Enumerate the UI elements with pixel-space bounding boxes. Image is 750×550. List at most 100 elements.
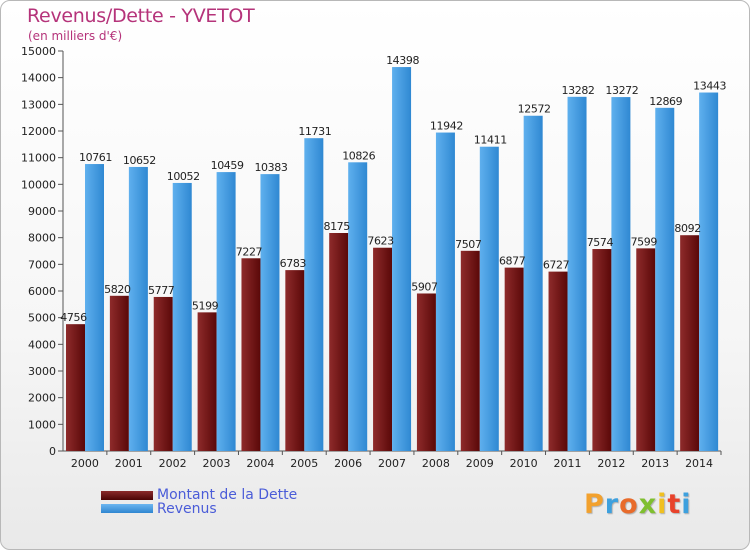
data-label-revenue: 14398 — [386, 54, 419, 67]
data-label-debt: 5777 — [148, 284, 175, 297]
data-label-revenue: 12869 — [649, 95, 682, 108]
data-label-debt: 5820 — [104, 283, 131, 296]
logo-letter: x — [638, 489, 658, 520]
data-label-debt: 7574 — [587, 236, 614, 249]
data-label-revenue: 11731 — [298, 125, 331, 138]
logo-letter: r — [604, 489, 620, 520]
logo-letter: i — [681, 489, 692, 520]
bar-debt — [109, 295, 129, 451]
bar-revenue — [392, 67, 412, 451]
x-tick-label: 2004 — [246, 457, 274, 470]
x-tick-label: 2011 — [553, 457, 581, 470]
proxiti-logo: Proxiti — [584, 489, 692, 520]
data-label-revenue: 13272 — [605, 84, 638, 97]
data-label-revenue: 10383 — [254, 161, 287, 174]
data-label-debt: 4756 — [60, 311, 87, 324]
x-tick-label: 2009 — [466, 457, 494, 470]
data-label-revenue: 13282 — [562, 84, 595, 97]
logo-letter: P — [584, 489, 605, 520]
bar-debt — [548, 271, 568, 451]
x-tick-label: 2002 — [159, 457, 187, 470]
x-tick-label: 2006 — [334, 457, 362, 470]
data-label-debt: 5199 — [192, 299, 219, 312]
bar-revenue — [655, 107, 675, 452]
x-tick-label: 2012 — [597, 457, 625, 470]
bar-revenue — [216, 172, 236, 452]
bar-debt — [329, 233, 349, 451]
bar-debt — [241, 258, 261, 451]
logo-letter: i — [657, 489, 668, 520]
bar-revenue — [567, 96, 587, 452]
x-tick-label: 2014 — [685, 457, 713, 470]
bar-revenue — [348, 162, 368, 451]
data-label-debt: 8175 — [323, 220, 350, 233]
legend-swatch-revenue — [101, 504, 153, 513]
bar-debt — [285, 270, 305, 451]
y-tick-label: 2000 — [28, 392, 56, 405]
legend-label-revenue: Revenus — [157, 501, 217, 517]
y-tick-label: 0 — [49, 445, 56, 458]
bar-debt — [416, 293, 436, 451]
bar-revenue — [260, 174, 280, 451]
logo-letter: o — [619, 489, 639, 520]
data-label-debt: 6783 — [280, 257, 307, 270]
data-label-revenue: 10052 — [167, 170, 200, 183]
bar-debt — [680, 235, 700, 451]
x-tick-label: 2003 — [203, 457, 231, 470]
data-label-revenue: 10761 — [79, 151, 112, 164]
data-label-debt: 7227 — [236, 245, 263, 258]
data-label-debt: 8092 — [674, 222, 700, 235]
data-label-revenue: 11942 — [430, 120, 463, 133]
y-tick-label: 14000 — [21, 72, 56, 85]
y-tick-label: 9000 — [28, 205, 56, 218]
chart-title: Revenus/Dette - YVETOT — [27, 5, 255, 27]
bar-revenue — [699, 92, 719, 452]
bar-debt — [460, 250, 480, 451]
bar-debt — [197, 312, 217, 451]
logo-letter: t — [667, 489, 682, 520]
y-tick-label: 3000 — [28, 365, 56, 378]
data-label-debt: 7507 — [455, 238, 482, 251]
bar-revenue — [304, 138, 324, 451]
chart-subtitle: (en milliers d'€) — [28, 29, 123, 43]
bar-revenue — [128, 166, 148, 452]
x-tick-label: 2013 — [641, 457, 669, 470]
bar-revenue — [611, 97, 631, 451]
y-tick-label: 1000 — [28, 418, 56, 431]
bar-debt — [636, 248, 656, 451]
y-tick-label: 12000 — [21, 125, 56, 138]
bar-revenue — [85, 164, 104, 452]
y-tick-label: 11000 — [21, 152, 56, 165]
x-tick-label: 2005 — [290, 457, 318, 470]
bar-revenue — [435, 132, 455, 451]
data-label-revenue: 12572 — [518, 103, 551, 116]
bar-debt — [153, 296, 173, 451]
bar-revenue — [523, 115, 543, 451]
bar-debt — [504, 267, 524, 451]
legend-label-debt: Montant de la Dette — [157, 487, 298, 503]
x-tick-label: 2008 — [422, 457, 450, 470]
bar-debt — [66, 324, 85, 451]
x-tick-label: 2010 — [510, 457, 538, 470]
chart-data-labels: 4756 10761 5820 10652 5777 10052 5199 10459 7227… — [60, 54, 727, 324]
data-label-revenue: 11411 — [474, 134, 507, 147]
y-tick-label: 5000 — [28, 312, 56, 325]
data-label-debt: 7623 — [367, 235, 394, 248]
chart-bars — [66, 67, 719, 452]
y-tick-label: 15000 — [21, 45, 56, 58]
bar-debt — [373, 247, 393, 451]
bar-revenue — [479, 146, 499, 451]
y-tick-label: 8000 — [28, 232, 56, 245]
x-tick-label: 2000 — [71, 457, 99, 470]
data-label-debt: 7599 — [631, 235, 658, 248]
data-label-revenue: 13443 — [693, 80, 726, 93]
y-tick-label: 10000 — [21, 178, 56, 191]
data-label-revenue: 10826 — [342, 149, 375, 162]
bar-debt — [592, 249, 612, 451]
y-tick-label: 7000 — [28, 258, 56, 271]
x-tick-label: 2001 — [115, 457, 143, 470]
bar-revenue — [172, 182, 192, 452]
y-tick-label: 4000 — [28, 338, 56, 351]
data-label-revenue: 10459 — [211, 159, 244, 172]
